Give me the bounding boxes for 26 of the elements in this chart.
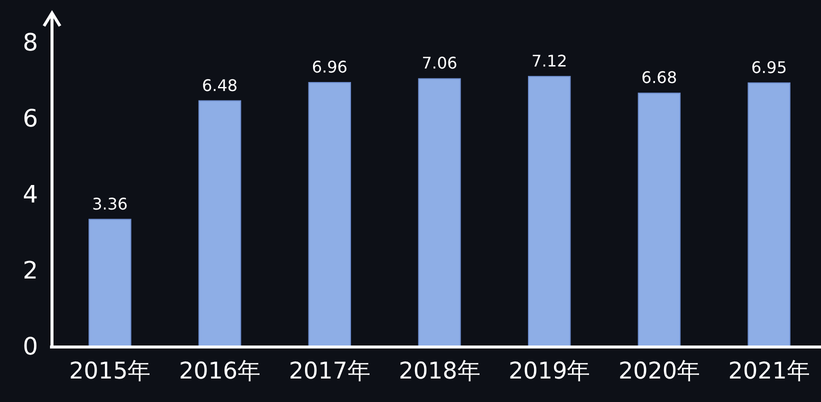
bar: [308, 82, 352, 348]
data-label: 3.36: [92, 194, 128, 214]
x-tick-label: 2020年: [618, 358, 700, 384]
x-tick-label: 2015年: [69, 358, 151, 384]
x-tick-label: 2017年: [288, 358, 370, 384]
y-tick-label: 4: [22, 180, 38, 209]
x-tick-label: 2016年: [179, 358, 261, 384]
data-label: 7.06: [422, 54, 458, 73]
data-label: 6.68: [641, 68, 678, 88]
bar: [88, 218, 132, 348]
data-label: 6.95: [751, 58, 787, 77]
data-label: 6.48: [202, 76, 238, 95]
y-tick-label: 8: [22, 28, 38, 57]
data-label: 6.96: [312, 58, 348, 77]
bar: [638, 92, 681, 348]
y-tick-label: 0: [22, 332, 38, 361]
bar: [748, 82, 790, 348]
bar: [528, 76, 571, 348]
bar: [198, 100, 242, 348]
bar: [418, 78, 461, 348]
x-tick-label: 2019年: [508, 358, 590, 384]
y-tick-label: 2: [22, 256, 38, 285]
data-label: 7.12: [532, 51, 568, 70]
y-tick-label: 6: [22, 104, 38, 133]
x-tick-label: 2018年: [398, 358, 480, 384]
x-tick-label: 2021年: [728, 358, 810, 384]
